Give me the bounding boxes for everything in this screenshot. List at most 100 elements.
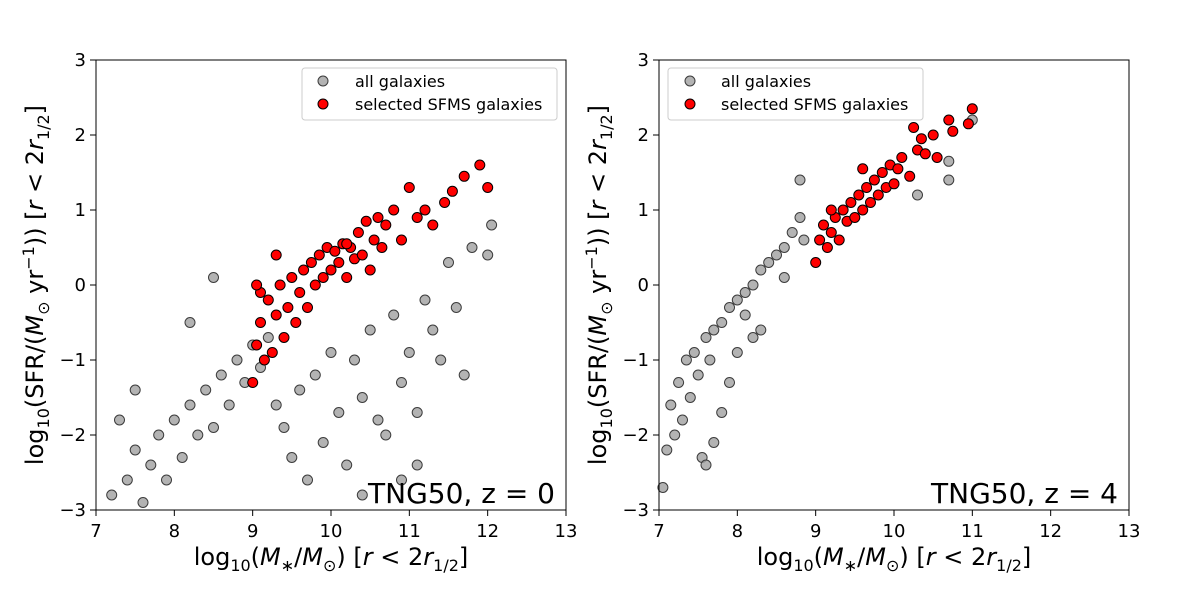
left-point-selected <box>286 272 298 283</box>
left-point-selected <box>294 287 306 298</box>
left-point-selected <box>278 332 290 343</box>
right-point-selected <box>865 197 876 208</box>
left-point-all <box>364 324 376 336</box>
right-point-selected <box>915 133 927 145</box>
right-x-axis-label: log10(M∗/M⊙) [r < 2r1/2] <box>757 543 1032 575</box>
left-legend-marker-all <box>317 75 329 87</box>
right-point-all <box>657 482 669 493</box>
left-point-all <box>435 354 447 366</box>
right-point-all <box>798 234 810 246</box>
left-point-selected <box>313 249 325 261</box>
right-point-all <box>669 429 681 441</box>
left-point-selected <box>352 227 364 238</box>
right-point-selected <box>861 182 873 193</box>
right-axes-frame <box>658 59 1130 511</box>
left-point-all <box>208 422 219 433</box>
right-point-selected <box>825 227 837 238</box>
left-point-all <box>192 429 204 441</box>
right-legend-label-selected: selected SFMS galaxies <box>721 95 908 114</box>
right-point-all <box>688 347 700 358</box>
left-point-selected <box>309 279 321 291</box>
left-point-selected <box>251 339 263 351</box>
left-point-selected <box>266 347 278 358</box>
right-point-selected <box>943 114 955 126</box>
left-point-selected <box>458 170 470 182</box>
right-point-all <box>778 242 790 253</box>
left-point-selected <box>360 215 372 227</box>
left-point-selected <box>270 249 282 261</box>
left-point-all <box>380 429 392 441</box>
right-point-all <box>680 354 692 366</box>
right-point-all <box>912 189 923 201</box>
left-point-selected <box>290 317 302 328</box>
left-point-selected <box>317 272 329 283</box>
right-scatter-points <box>657 103 978 493</box>
left-y-tick-label: 2 <box>75 125 86 146</box>
left-point-selected <box>341 272 353 283</box>
left-point-selected <box>368 234 380 246</box>
left-point-all <box>137 497 149 508</box>
right-point-selected <box>892 163 904 175</box>
right-x-tick-label: 11 <box>961 521 984 542</box>
right-x-tick-label: 12 <box>1039 521 1062 542</box>
left-point-selected <box>341 238 353 250</box>
left-point-all <box>294 384 306 396</box>
left-point-all <box>482 249 494 261</box>
right-point-selected <box>931 152 943 163</box>
left-point-selected <box>419 204 431 216</box>
left-point-all <box>317 437 329 448</box>
left-point-all <box>286 452 298 463</box>
left-point-selected <box>333 257 345 268</box>
right-point-selected <box>849 212 861 223</box>
left-point-all <box>349 354 360 366</box>
right-point-all <box>747 279 759 291</box>
left-y-tick-label: 1 <box>75 200 86 221</box>
left-point-selected <box>262 294 274 306</box>
left-legend-label-all: all galaxies <box>355 72 445 91</box>
right-point-all <box>716 317 728 328</box>
left-point-all <box>129 384 141 396</box>
right-point-all <box>724 377 735 388</box>
right-point-selected <box>876 167 888 178</box>
right-y-tick-label: 3 <box>638 50 649 71</box>
right-point-all <box>755 264 767 276</box>
left-annotation: TNG50, z = 0 <box>367 477 555 510</box>
left-point-all <box>419 294 431 306</box>
left-point-all <box>184 317 196 328</box>
left-point-selected <box>298 264 310 276</box>
left-y-axis-label: log10(SFR/(M⊙ yr−1)) [r < 2r1/2] <box>19 105 53 465</box>
left-legend-box <box>301 67 558 121</box>
right-point-selected <box>818 219 829 231</box>
right-legend-marker-selected <box>684 98 696 110</box>
left-point-selected <box>247 377 259 388</box>
left-point-all <box>145 459 157 471</box>
left-point-all <box>114 414 125 426</box>
left-point-selected <box>372 212 384 223</box>
left-y-tick-label: −1 <box>59 350 86 371</box>
left-x-tick-label: 12 <box>476 521 499 542</box>
left-point-selected <box>270 309 282 321</box>
right-y-tick-label: −2 <box>622 425 649 446</box>
left-x-tick-label: 8 <box>169 521 180 542</box>
left-point-all <box>168 414 180 426</box>
right-y-axis-label: log10(SFR/(M⊙ yr−1)) [r < 2r1/2] <box>582 105 616 465</box>
right-point-all <box>778 272 790 283</box>
left-point-selected <box>356 249 368 261</box>
left-point-all <box>278 422 290 433</box>
left-point-all <box>333 407 345 418</box>
left-point-all <box>356 392 368 403</box>
right-point-all <box>665 399 677 411</box>
right-point-selected <box>857 204 869 216</box>
left-point-selected <box>474 159 486 171</box>
right-point-selected <box>833 234 845 246</box>
left-point-all <box>262 332 274 343</box>
left-point-selected <box>411 212 423 223</box>
left-point-selected <box>255 317 266 328</box>
left-legend-marker-selected <box>317 98 329 110</box>
right-point-all <box>692 369 704 381</box>
right-legend: all galaxies selected SFMS galaxies <box>667 67 924 121</box>
right-point-selected <box>966 103 978 115</box>
